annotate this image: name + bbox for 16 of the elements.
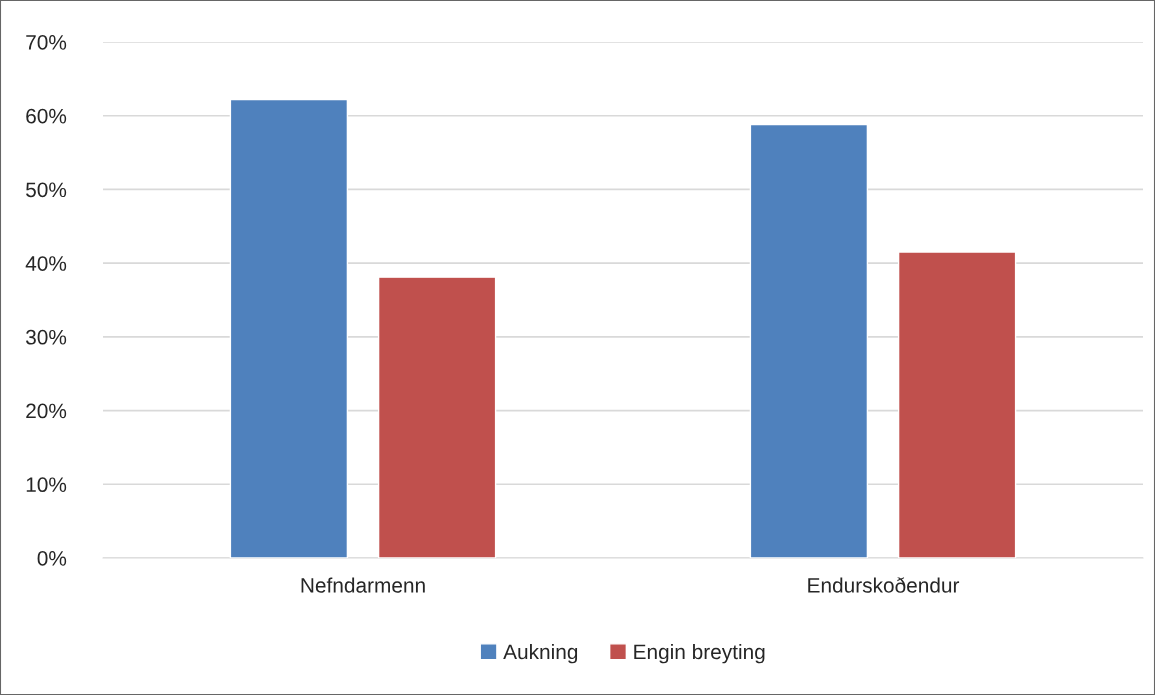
y-tick-label: 70% bbox=[26, 35, 67, 50]
y-tick-label: 30% bbox=[25, 329, 67, 345]
bar bbox=[749, 123, 869, 558]
bar bbox=[377, 276, 497, 558]
y-tick-label: 50% bbox=[26, 182, 67, 198]
legend-label: Engin breyting bbox=[634, 643, 765, 664]
x-tick-label: Nefndarmenn bbox=[301, 577, 425, 593]
y-tick-label: 40% bbox=[25, 256, 67, 271]
legend-label: Aukning bbox=[503, 643, 578, 664]
y-tick-label: 10% bbox=[26, 477, 67, 493]
y-tick-label: 0% bbox=[37, 551, 67, 566]
bar bbox=[229, 98, 349, 558]
x-tick-label: Endurskoðendur bbox=[808, 577, 960, 593]
y-tick-label: 60% bbox=[26, 108, 67, 124]
bar bbox=[897, 251, 1017, 558]
y-tick-label: 20% bbox=[26, 403, 67, 419]
